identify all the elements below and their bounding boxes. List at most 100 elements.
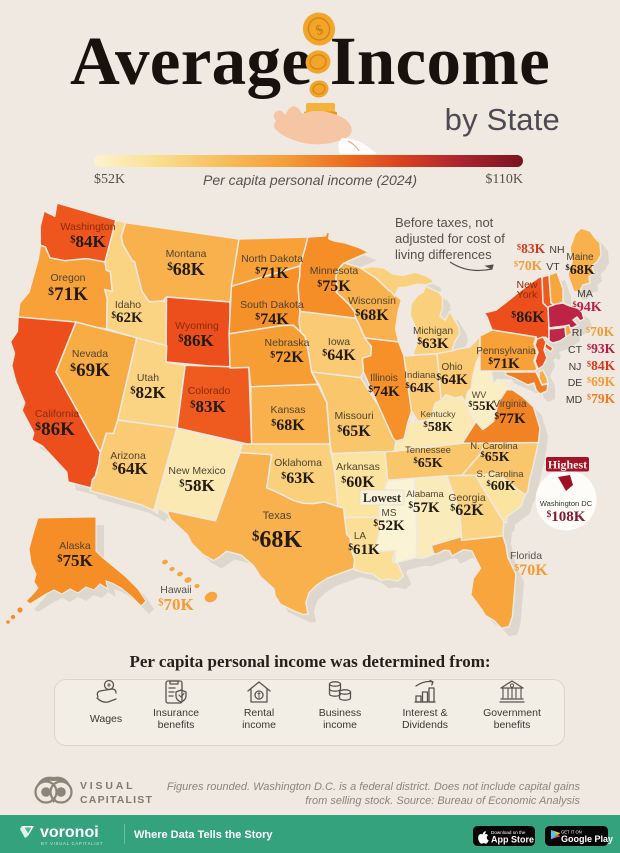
svg-text:Business: Business (319, 707, 362, 719)
svg-text:Colorado: Colorado (188, 385, 231, 397)
svg-text:living differences: living differences (395, 247, 492, 262)
svg-text:$84K: $84K (70, 232, 106, 251)
svg-text:income: income (242, 719, 276, 731)
svg-text:$60K: $60K (486, 478, 515, 494)
svg-text:Wages: Wages (90, 713, 122, 725)
svg-text:CT: CT (568, 344, 583, 356)
svg-text:Nevada: Nevada (72, 348, 108, 360)
svg-text:Hawaii: Hawaii (160, 584, 192, 596)
svg-text:$64K: $64K (322, 347, 356, 364)
svg-text:$94K: $94K (572, 299, 601, 315)
svg-text:$82K: $82K (130, 383, 166, 402)
svg-text:$64K: $64K (112, 459, 148, 478)
svg-text:RI: RI (572, 327, 583, 339)
svg-text:New Mexico: New Mexico (168, 465, 225, 477)
svg-text:Maine: Maine (566, 252, 594, 263)
svg-text:adjusted for cost of: adjusted for cost of (395, 231, 505, 246)
svg-text:Montana: Montana (166, 248, 207, 260)
svg-text:Washington DC: Washington DC (540, 499, 593, 508)
svg-text:$70K: $70K (514, 562, 548, 579)
svg-text:Iowa: Iowa (328, 336, 350, 348)
svg-text:Download on the: Download on the (491, 830, 526, 835)
svg-text:New: New (516, 279, 537, 291)
svg-text:MS: MS (382, 508, 397, 519)
svg-text:Indiana: Indiana (404, 370, 436, 381)
svg-text:$68K: $68K (565, 262, 594, 278)
svg-text:NJ: NJ (569, 361, 582, 373)
svg-text:App Store: App Store (491, 835, 534, 845)
svg-text:$70K: $70K (586, 324, 615, 339)
svg-text:Google Play: Google Play (561, 834, 613, 844)
svg-text:Virginia: Virginia (493, 399, 527, 410)
svg-text:$71K: $71K (488, 356, 520, 372)
svg-text:Washington: Washington (60, 221, 115, 233)
svg-text:Lowest: Lowest (363, 491, 402, 505)
svg-text:Where Data Tells the Story: Where Data Tells the Story (134, 829, 273, 841)
svg-text:Florida: Florida (510, 550, 542, 562)
svg-text:$93K: $93K (587, 341, 616, 356)
svg-text:York: York (517, 289, 538, 301)
svg-text:Arkansas: Arkansas (336, 461, 380, 473)
svg-text:$65K: $65K (337, 423, 371, 440)
svg-text:Texas: Texas (263, 510, 292, 522)
svg-text:Alabama: Alabama (406, 489, 444, 500)
svg-text:S. Carolina: S. Carolina (477, 469, 525, 480)
svg-text:Kentucky: Kentucky (421, 409, 457, 419)
svg-text:GET IT ON: GET IT ON (561, 830, 582, 835)
svg-text:income: income (323, 719, 357, 731)
svg-text:$83K: $83K (517, 241, 546, 256)
svg-text:BY VISUAL CAPITALIST: BY VISUAL CAPITALIST (41, 841, 103, 846)
svg-text:$55K: $55K (468, 398, 496, 413)
svg-text:Pennsylvania: Pennsylvania (476, 346, 536, 357)
svg-text:Michigan: Michigan (413, 326, 453, 337)
svg-text:North Dakota: North Dakota (241, 253, 303, 265)
svg-text:$74K: $74K (255, 311, 289, 328)
svg-text:California: California (35, 408, 80, 420)
svg-text:Missouri: Missouri (334, 410, 373, 422)
svg-text:Minnesota: Minnesota (310, 265, 359, 277)
svg-text:$108K: $108K (547, 509, 586, 525)
svg-text:Before taxes, not: Before taxes, not (395, 215, 494, 230)
svg-text:Rental: Rental (244, 707, 274, 719)
svg-text:Ohio: Ohio (441, 362, 463, 373)
svg-text:$70K: $70K (514, 258, 543, 273)
svg-text:$84K: $84K (587, 358, 616, 373)
svg-text:Alaska: Alaska (59, 540, 91, 552)
svg-text:VISUAL: VISUAL (80, 780, 135, 792)
svg-text:voronoi: voronoi (40, 824, 99, 841)
svg-text:Georgia: Georgia (448, 492, 486, 504)
svg-text:$65K: $65K (480, 449, 509, 465)
svg-text:Dividends: Dividends (402, 719, 448, 731)
svg-text:DE: DE (568, 377, 583, 389)
svg-text:MD: MD (566, 394, 583, 406)
svg-text:LA: LA (354, 531, 367, 542)
svg-text:$57K: $57K (408, 500, 440, 516)
svg-text:$79K: $79K (587, 391, 616, 406)
svg-text:$52K: $52K (373, 518, 405, 534)
svg-text:$75K: $75K (317, 278, 351, 295)
svg-text:$68K: $68K (167, 259, 205, 279)
svg-text:Government: Government (483, 707, 541, 719)
svg-text:$64K: $64K (405, 380, 434, 396)
svg-text:$61K: $61K (348, 542, 380, 558)
svg-text:Nebraska: Nebraska (265, 337, 310, 349)
svg-text:$63K: $63K (417, 336, 449, 352)
svg-text:$69K: $69K (70, 360, 110, 381)
svg-text:$63K: $63K (281, 470, 315, 487)
svg-text:benefits: benefits (494, 719, 531, 731)
svg-text:$69K: $69K (587, 374, 616, 389)
svg-text:Highest: Highest (548, 458, 587, 472)
svg-text:Insurance: Insurance (153, 707, 199, 719)
svg-text:$: $ (314, 23, 326, 39)
svg-text:$58K: $58K (179, 476, 215, 495)
svg-text:$71K: $71K (48, 284, 88, 305)
svg-text:$65K: $65K (413, 455, 442, 471)
svg-text:Wisconsin: Wisconsin (348, 295, 396, 307)
svg-text:$68K: $68K (271, 417, 305, 434)
svg-text:$71K: $71K (255, 265, 289, 282)
svg-text:South Dakota: South Dakota (240, 299, 304, 311)
svg-text:$72K: $72K (270, 349, 304, 366)
svg-text:benefits: benefits (158, 719, 195, 731)
svg-text:$86K: $86K (178, 331, 214, 350)
svg-text:$86K: $86K (511, 309, 545, 326)
